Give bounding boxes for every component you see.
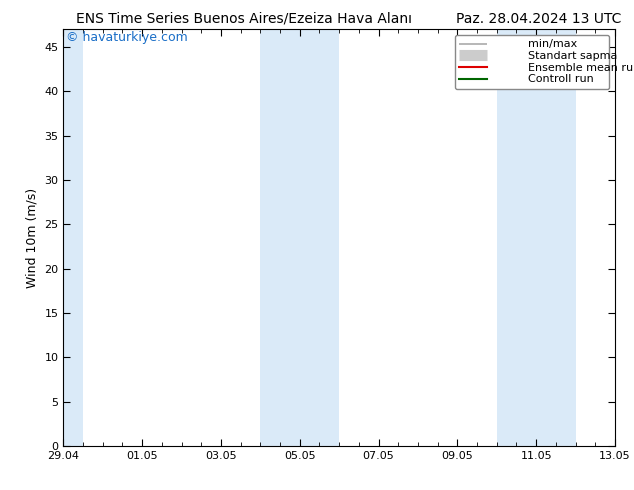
Text: ENS Time Series Buenos Aires/Ezeiza Hava Alanı: ENS Time Series Buenos Aires/Ezeiza Hava… [76,12,412,26]
Legend: min/max, Standart sapma, Ensemble mean run, Controll run: min/max, Standart sapma, Ensemble mean r… [455,35,609,89]
Text: Paz. 28.04.2024 13 UTC: Paz. 28.04.2024 13 UTC [456,12,621,26]
Bar [497,29,536,446]
Y-axis label: Wind 10m (m/s): Wind 10m (m/s) [26,188,39,288]
Bar [300,29,339,446]
Text: © havaturkiye.com: © havaturkiye.com [66,31,188,45]
Bar [536,29,576,446]
Bar [261,29,300,446]
Bar [63,29,83,446]
